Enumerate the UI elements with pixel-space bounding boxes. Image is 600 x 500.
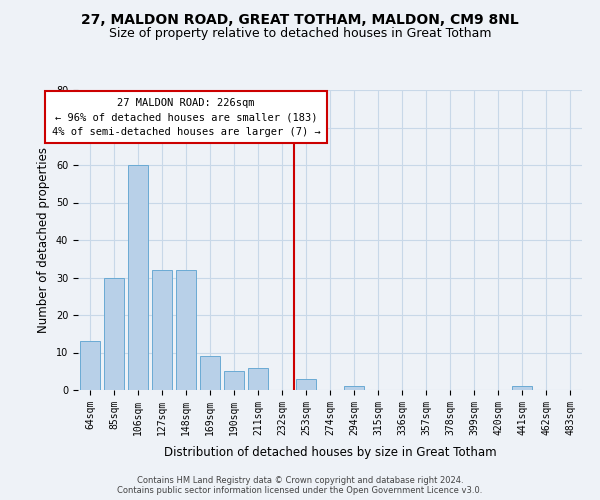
- Bar: [128, 165, 148, 390]
- Bar: [152, 270, 172, 390]
- Bar: [200, 356, 220, 390]
- Text: Contains HM Land Registry data © Crown copyright and database right 2024.: Contains HM Land Registry data © Crown c…: [137, 476, 463, 485]
- Bar: [344, 386, 364, 390]
- Text: 27 MALDON ROAD: 226sqm
← 96% of detached houses are smaller (183)
4% of semi-det: 27 MALDON ROAD: 226sqm ← 96% of detached…: [52, 98, 320, 137]
- X-axis label: Distribution of detached houses by size in Great Totham: Distribution of detached houses by size …: [164, 446, 496, 459]
- Bar: [296, 379, 316, 390]
- Bar: [224, 371, 244, 390]
- Bar: [104, 278, 124, 390]
- Bar: [80, 341, 100, 390]
- Bar: [176, 270, 196, 390]
- Y-axis label: Number of detached properties: Number of detached properties: [37, 147, 50, 333]
- Text: Size of property relative to detached houses in Great Totham: Size of property relative to detached ho…: [109, 28, 491, 40]
- Bar: [512, 386, 532, 390]
- Bar: [248, 368, 268, 390]
- Text: Contains public sector information licensed under the Open Government Licence v3: Contains public sector information licen…: [118, 486, 482, 495]
- Text: 27, MALDON ROAD, GREAT TOTHAM, MALDON, CM9 8NL: 27, MALDON ROAD, GREAT TOTHAM, MALDON, C…: [81, 12, 519, 26]
